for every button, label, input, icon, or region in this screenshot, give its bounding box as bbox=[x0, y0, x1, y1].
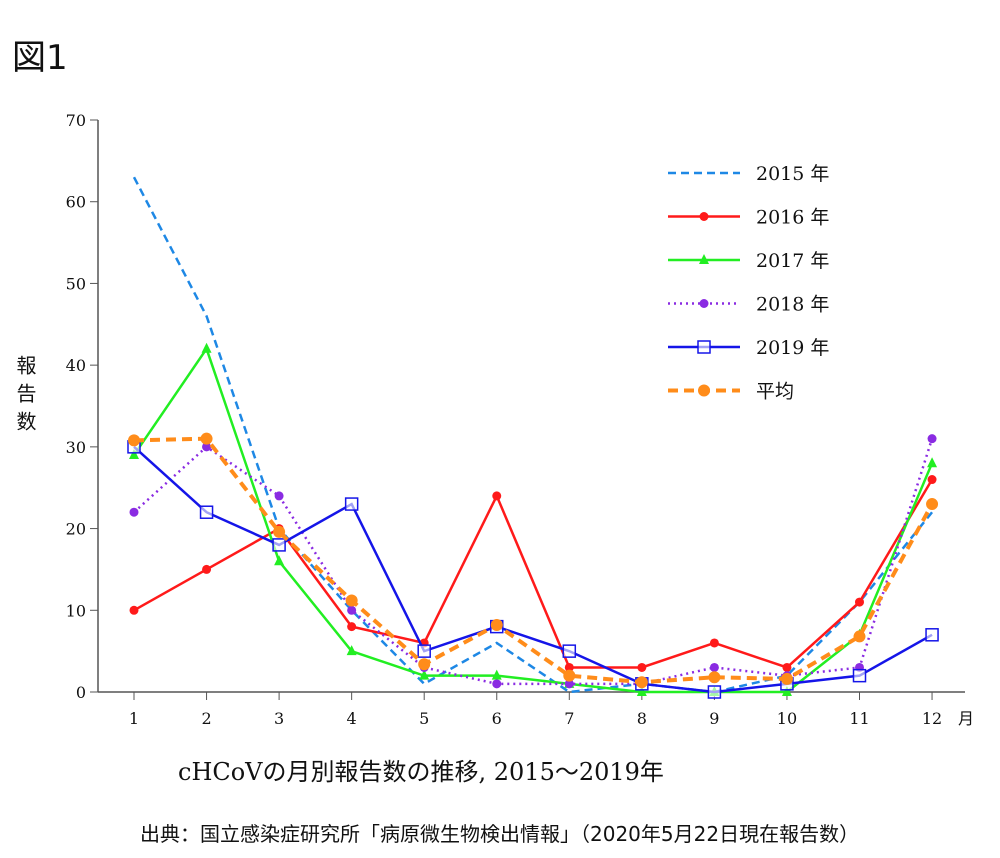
y-tick-label: 20 bbox=[66, 520, 86, 539]
legend-label: 2019 年 bbox=[756, 337, 829, 359]
data-point bbox=[709, 662, 719, 672]
data-point bbox=[347, 605, 357, 615]
data-point bbox=[781, 686, 792, 696]
data-point bbox=[129, 507, 139, 517]
data-point bbox=[129, 605, 139, 615]
data-point bbox=[490, 618, 503, 631]
data-point bbox=[564, 662, 574, 672]
x-tick-label: 10 bbox=[777, 709, 797, 728]
y-axis-label: 報告数 bbox=[13, 355, 37, 439]
data-point bbox=[637, 662, 647, 672]
legend-marker bbox=[697, 340, 711, 354]
data-point bbox=[202, 564, 212, 574]
source-note: 出典：国立感染症研究所「病原微生物検出情報」（2020年5月22日現在報告数） bbox=[140, 822, 860, 846]
data-point bbox=[129, 449, 139, 460]
y-tick-label: 60 bbox=[66, 193, 86, 212]
data-point bbox=[202, 442, 212, 452]
data-point bbox=[926, 498, 939, 511]
data-point bbox=[200, 432, 213, 445]
x-tick-label: 12 bbox=[922, 709, 942, 728]
x-tick-label: 1 bbox=[129, 709, 139, 728]
series-line-0 bbox=[132, 176, 934, 694]
data-point bbox=[925, 628, 939, 642]
x-tick-label: 2 bbox=[201, 709, 211, 728]
data-point bbox=[927, 475, 937, 485]
data-point bbox=[564, 679, 574, 689]
data-point bbox=[708, 671, 721, 684]
legend-marker bbox=[698, 384, 710, 397]
figure-label: 図1 bbox=[12, 38, 68, 78]
data-point bbox=[201, 342, 212, 353]
data-point bbox=[274, 555, 285, 566]
x-tick-label: 11 bbox=[849, 709, 869, 728]
x-tick-label: 9 bbox=[709, 709, 719, 728]
data-point bbox=[782, 662, 792, 672]
y-tick-label: 0 bbox=[76, 683, 86, 702]
data-point bbox=[272, 538, 286, 552]
x-tick-label: 3 bbox=[274, 709, 284, 728]
legend-label: 平均 bbox=[756, 381, 794, 403]
legend-marker bbox=[699, 212, 709, 221]
legend-label: 2017 年 bbox=[756, 250, 829, 272]
legend-label: 2015 年 bbox=[756, 163, 829, 185]
legend-marker bbox=[699, 299, 709, 308]
data-point bbox=[346, 645, 357, 656]
y-tick-label: 10 bbox=[66, 601, 86, 620]
data-point bbox=[927, 434, 937, 444]
chart-title: cHCoVの月別報告数の推移, 2015〜2019年 bbox=[178, 758, 664, 786]
data-point bbox=[491, 669, 502, 680]
legend-marker bbox=[699, 254, 709, 264]
data-point bbox=[417, 644, 431, 658]
data-point bbox=[128, 434, 140, 447]
data-point bbox=[492, 679, 502, 689]
y-tick-label: 70 bbox=[66, 111, 86, 130]
data-point bbox=[709, 638, 719, 648]
series-line-4 bbox=[133, 445, 933, 694]
x-tick-label: 7 bbox=[564, 709, 574, 728]
series-line-2 bbox=[132, 346, 934, 694]
data-point bbox=[492, 491, 502, 501]
data-point bbox=[853, 630, 866, 643]
series-line-5 bbox=[133, 436, 934, 685]
data-point bbox=[344, 497, 359, 511]
x-tick-label: 4 bbox=[347, 709, 357, 728]
data-point bbox=[855, 597, 864, 607]
y-tick-label: 30 bbox=[66, 438, 86, 457]
data-point bbox=[780, 672, 793, 685]
data-point bbox=[562, 644, 577, 658]
x-axis-label: 月 bbox=[958, 709, 974, 728]
data-point bbox=[274, 491, 284, 501]
data-point bbox=[418, 658, 431, 671]
y-tick-label: 50 bbox=[66, 274, 86, 293]
data-point bbox=[419, 669, 430, 680]
data-point bbox=[927, 457, 938, 468]
data-point bbox=[852, 668, 867, 683]
legend-label: 2018 年 bbox=[756, 294, 829, 316]
data-point bbox=[273, 525, 286, 538]
x-tick-label: 5 bbox=[419, 709, 429, 728]
legend-label: 2016 年 bbox=[756, 207, 829, 229]
x-tick-label: 8 bbox=[637, 709, 647, 728]
y-tick-label: 40 bbox=[66, 356, 86, 375]
x-tick-label: 6 bbox=[492, 709, 502, 728]
series-line-3 bbox=[133, 438, 934, 686]
data-point bbox=[707, 685, 722, 699]
data-point bbox=[199, 505, 214, 519]
data-point bbox=[635, 676, 648, 689]
data-point bbox=[636, 686, 647, 696]
series-line-1 bbox=[133, 478, 934, 669]
data-point bbox=[345, 594, 358, 607]
data-point bbox=[347, 622, 357, 632]
data-point bbox=[563, 669, 576, 682]
